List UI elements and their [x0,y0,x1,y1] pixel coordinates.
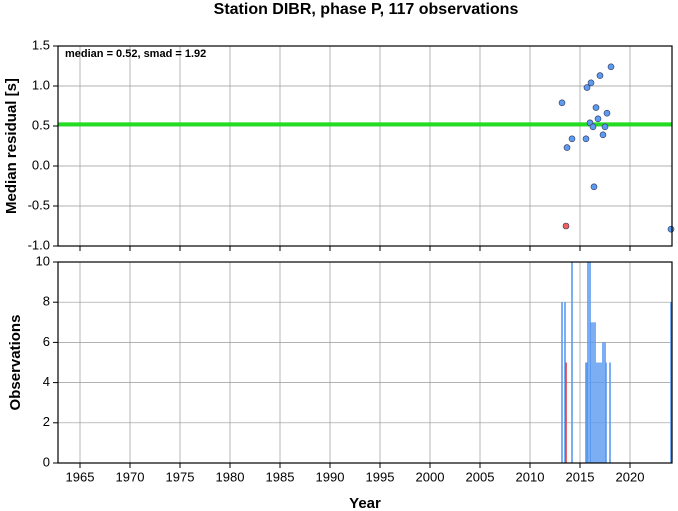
x-tick-label: 1985 [266,469,295,484]
bar [670,302,672,463]
bar [600,362,602,463]
point [599,131,607,139]
point [667,225,675,233]
y-tick-label: 10 [36,253,50,268]
y-tick-label: 1.0 [32,77,50,92]
point [563,144,571,151]
x-tick-label: 2000 [416,469,445,484]
x-tick-label: 1975 [166,469,195,484]
y-axis-label: Median residual [s] [3,78,20,214]
y-tick-label: 1.5 [32,37,50,52]
point [582,135,590,143]
bar [571,262,573,463]
point [583,84,591,91]
y-tick-label: 2 [43,414,50,429]
y-tick-label: 0.0 [32,157,50,172]
point [607,63,615,71]
bar [586,362,588,463]
point [568,135,576,143]
point [590,183,598,191]
bar [598,362,600,463]
point [558,99,566,107]
point [601,123,609,131]
bar [592,322,594,463]
plot-area [58,262,672,463]
y-tick-label: 4 [43,374,50,389]
bar [561,302,563,463]
bar [594,322,596,463]
point [592,104,600,111]
bar [605,362,607,463]
point [589,123,597,131]
bar [604,342,606,463]
y-tick-label: 6 [43,334,50,349]
y-tick-label: 8 [43,294,50,309]
x-tick-label: 2005 [466,469,495,484]
point [603,109,611,117]
bar [565,362,567,463]
y-tick-label: -1.0 [28,237,50,252]
y-tick-label: -0.5 [28,197,50,212]
y-axis-label: Observations [7,315,24,411]
x-tick-label: 1980 [216,469,245,484]
y-tick-label: 0 [43,454,50,469]
point [587,79,595,87]
plot-frame [57,45,673,247]
bar [590,322,592,463]
chart-title: Station DIBR, phase P, 117 observations [214,1,519,18]
x-tick-label: 1990 [316,469,345,484]
x-axis-label: Year [349,495,381,511]
point [594,115,602,123]
x-tick-label: 1970 [116,469,145,484]
point [562,222,570,230]
bar [589,262,591,463]
bar [564,302,566,463]
x-tick-label: 1995 [366,469,395,484]
x-tick-label: 2015 [566,469,595,484]
x-tick-label: 2010 [516,469,545,484]
annotation: median = 0.52, smad = 1.92 [65,48,206,60]
plot-frame [57,261,673,464]
y-tick-label: 0.5 [32,117,50,132]
point [596,72,604,79]
bar [596,362,598,463]
bar [587,262,589,463]
bar [585,362,587,463]
x-tick-label: 2020 [616,469,645,484]
bar [602,342,604,463]
bar [609,362,611,463]
x-tick-label: 1965 [66,469,95,484]
